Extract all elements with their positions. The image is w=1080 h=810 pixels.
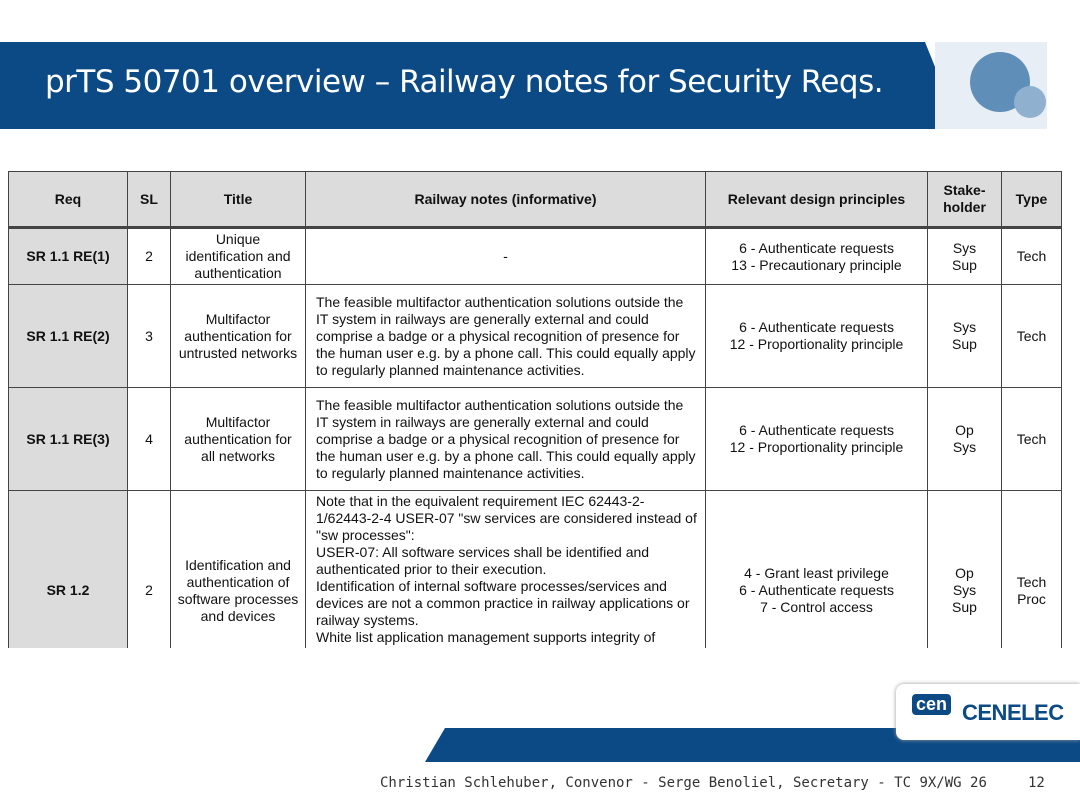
type-line: Tech — [1016, 573, 1047, 590]
column-header: Type — [1001, 171, 1062, 229]
principles-line: 12 - Proportionality principle — [729, 439, 904, 455]
notes-cell: The feasible multifactor authentication … — [305, 284, 706, 388]
footer-text: Christian Schlehuber, Convenor - Serge B… — [380, 775, 987, 791]
stakeholder-cell: Op Sys — [927, 387, 1002, 491]
column-header: Railway notes (informative) — [305, 171, 706, 229]
column-header: Relevant design principles — [705, 171, 928, 229]
type-cell: Tech — [1001, 227, 1062, 285]
sl-cell: 3 — [127, 284, 171, 388]
principles-line: 6 - Authenticate requests — [739, 239, 894, 256]
principles-cell: 6 - Authenticate requests 12 - Proportion… — [705, 284, 928, 388]
notes-cell: Note that in the equivalent requirement … — [305, 490, 706, 648]
sl-cell: 4 — [127, 387, 171, 491]
logo-cen: cen — [912, 694, 952, 715]
stakeholder-line: Sys — [952, 319, 977, 335]
principles-line: 6 - Authenticate requests — [739, 319, 894, 335]
stakeholder-line: Op — [955, 565, 974, 581]
note-line: Identification of internal software proc… — [316, 578, 690, 628]
title-cell: Multifactor authentication for untrusted… — [170, 284, 306, 388]
type-cell: Tech — [1001, 284, 1062, 388]
principles-line: 13 - Precautionary principle — [731, 256, 902, 273]
header-row: Req SL Title Railway notes (informative) Rel… — [8, 171, 1062, 229]
table-row: SR 1.1 RE(2) 3 Multifactor authentication … — [8, 284, 1062, 388]
table-row: SR 1.1 RE(3) 4 Multifactor authentication … — [8, 387, 1062, 491]
sl-cell: 2 — [127, 227, 171, 285]
req-cell: SR 1.1 RE(3) — [8, 387, 128, 491]
stakeholder-line: Sup — [952, 256, 977, 273]
principles-line: 4 - Grant least privilege — [744, 565, 889, 581]
stakeholder-line: Sup — [952, 599, 977, 615]
principles-line: 6 - Authenticate requests — [739, 422, 894, 438]
type-line: Proc — [1017, 590, 1046, 607]
principles-line: 12 - Proportionality principle — [729, 336, 904, 352]
note-line: USER-07: All software services shall be … — [316, 544, 650, 577]
principles-cell: 6 - Authenticate requests 13 - Precaution… — [705, 227, 928, 285]
header-band — [0, 42, 1047, 129]
type-line: Tech — [1016, 430, 1047, 447]
notes-cell: - — [305, 227, 706, 285]
requirements-table: Req SL Title Railway notes (informative) Rel… — [8, 171, 1062, 648]
title-cell: Unique identification and authentication — [170, 227, 306, 285]
column-header: SL — [127, 171, 171, 229]
stakeholder-cell: Sys Sup — [927, 284, 1002, 388]
principles-cell: 6 - Authenticate requests 12 - Proportion… — [705, 387, 928, 491]
note-line: White list application management suppor… — [316, 629, 656, 645]
slide-title: prTS 50701 overview – Railway notes for … — [45, 64, 884, 100]
notes-cell: The feasible multifactor authentication … — [305, 387, 706, 491]
principles-line: 7 - Control access — [760, 599, 873, 615]
page-number: 12 — [1028, 775, 1045, 791]
column-header: Stake-holder — [927, 171, 1002, 229]
principles-cell: 4 - Grant least privilege 6 - Authenticat… — [705, 490, 928, 648]
column-header: Title — [170, 171, 306, 229]
type-cell: Tech Proc — [1001, 490, 1062, 648]
req-cell: SR 1.1 RE(1) — [8, 227, 128, 285]
type-line: Tech — [1016, 248, 1047, 264]
stakeholder-cell: Sys Sup — [927, 227, 1002, 285]
table-row: SR 1.1 RE(1) 2 Unique identification and a… — [8, 227, 1062, 285]
stakeholder-line: Op — [955, 422, 974, 438]
column-header: Req — [8, 171, 128, 229]
table-row: SR 1.2 2 Identification and authentication… — [8, 490, 1062, 648]
note-line: Note that in the equivalent requirement … — [316, 493, 697, 543]
logo-cenelec: CENELEC — [962, 700, 1064, 725]
principles-line: 6 - Authenticate requests — [739, 582, 894, 598]
header-bar — [0, 42, 960, 129]
note-line: The feasible multifactor authentication … — [316, 396, 696, 481]
logo: cen CENELEC — [896, 684, 1080, 740]
stakeholder-line: Sup — [952, 336, 977, 352]
type-cell: Tech — [1001, 387, 1062, 491]
stakeholder-line: Sys — [952, 582, 977, 598]
stakeholder-line: Sys — [952, 239, 977, 256]
stakeholder-cell: Op Sys Sup — [927, 490, 1002, 648]
sl-cell: 2 — [127, 490, 171, 648]
stakeholder-line: Sys — [952, 439, 977, 455]
title-cell: Multifactor authentication for all netwo… — [170, 387, 306, 491]
title-cell: Identification and authentication of sof… — [170, 490, 306, 648]
type-line: Tech — [1016, 327, 1047, 344]
note-line: The feasible multifactor authentication … — [316, 293, 696, 378]
req-cell: SR 1.2 — [8, 490, 128, 648]
req-cell: SR 1.1 RE(2) — [8, 284, 128, 388]
table-container: Req SL Title Railway notes (informative) Rel… — [8, 171, 1062, 648]
note-line: - — [503, 248, 508, 264]
gear-icon — [1014, 86, 1046, 118]
